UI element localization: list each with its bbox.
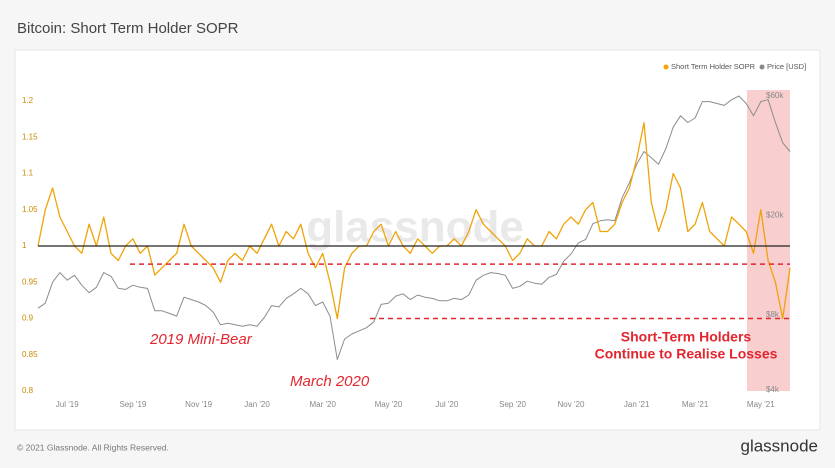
legend-label: Price [USD] [767, 62, 806, 71]
x-tick-label: Nov '20 [558, 400, 585, 409]
legend-label: Short Term Holder SOPR [671, 62, 756, 71]
x-tick-label: May '20 [375, 400, 403, 409]
copyright: © 2021 Glassnode. All Rights Reserved. [17, 442, 169, 452]
brand-logo: glassnode [740, 436, 818, 455]
legend-swatch [759, 64, 765, 70]
annotation: 2019 Mini-Bear [149, 331, 253, 348]
x-tick-label: Nov '19 [185, 400, 212, 409]
x-tick-label: Jan '21 [624, 400, 650, 409]
legend-swatch [663, 64, 669, 70]
y2-tick-label: $60k [766, 91, 784, 100]
y-tick-label: 1 [22, 241, 27, 250]
y2-tick-label: $8k [766, 310, 780, 319]
series-line [37, 95, 791, 360]
y-tick-label: 1.1 [22, 169, 34, 178]
y2-tick-label: $20k [766, 210, 784, 219]
x-tick-label: Sep '20 [499, 400, 526, 409]
annotation: Continue to Realise Losses [595, 346, 778, 362]
y-tick-label: 0.95 [22, 277, 38, 286]
y-tick-label: 0.8 [22, 386, 34, 395]
y-tick-label: 1.2 [22, 96, 34, 105]
y-tick-label: 0.9 [22, 314, 34, 323]
x-tick-label: Jul '20 [435, 400, 458, 409]
x-tick-label: Mar '20 [310, 400, 337, 409]
highlight-region [747, 90, 790, 391]
x-tick-label: Jan '20 [244, 400, 270, 409]
x-tick-label: May '21 [747, 400, 775, 409]
y-tick-label: 1.05 [22, 205, 38, 214]
annotation: March 2020 [290, 373, 370, 390]
x-tick-label: Mar '21 [682, 400, 709, 409]
y-tick-label: 1.15 [22, 132, 38, 141]
chart-title: Bitcoin: Short Term Holder SOPR [17, 20, 239, 37]
y2-tick-label: $4k [766, 385, 780, 394]
y-tick-label: 0.85 [22, 350, 38, 359]
plot: 0.8 0.85 0.9 0.95 1 1.05 1.1 1.15 1.2 $4k $8k $20k $… [22, 91, 791, 409]
x-tick-label: Jul '19 [56, 400, 79, 409]
x-tick-label: Sep '19 [119, 400, 146, 409]
annotation: Short-Term Holders [621, 329, 752, 345]
